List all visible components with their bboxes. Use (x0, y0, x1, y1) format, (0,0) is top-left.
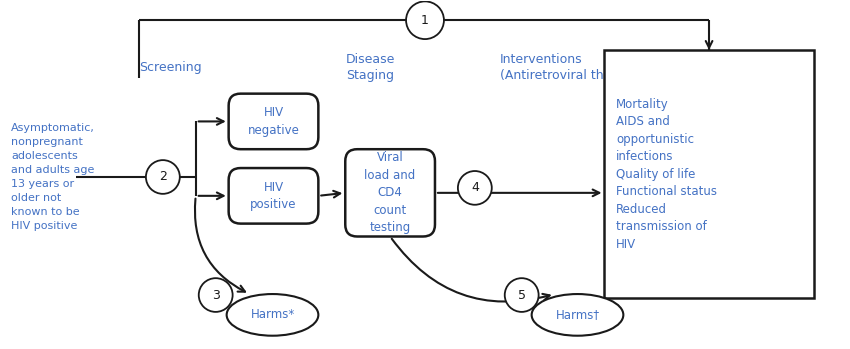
Circle shape (199, 278, 233, 312)
Text: Viral
load and
CD4
count
testing: Viral load and CD4 count testing (365, 151, 416, 234)
Text: 1: 1 (421, 14, 429, 27)
FancyBboxPatch shape (229, 168, 319, 224)
Text: 2: 2 (159, 170, 167, 184)
FancyBboxPatch shape (229, 94, 319, 149)
Circle shape (505, 278, 539, 312)
Bar (604, 50, 813, 298)
Text: Interventions
(Antiretroviral therapy): Interventions (Antiretroviral therapy) (500, 53, 644, 82)
Text: 3: 3 (212, 289, 219, 302)
Text: HIV
negative: HIV negative (247, 106, 299, 137)
Ellipse shape (531, 294, 623, 336)
FancyBboxPatch shape (345, 149, 435, 237)
Circle shape (146, 160, 180, 194)
Text: Harms†: Harms† (555, 309, 599, 321)
Text: Mortality
AIDS and
opportunistic
infections
Quality of life
Functional status
Re: Mortality AIDS and opportunistic infecti… (616, 97, 717, 251)
Text: Asymptomatic,
nonpregnant
adolescents
and adults age
13 years or
older not
known: Asymptomatic, nonpregnant adolescents an… (11, 123, 95, 231)
Circle shape (458, 171, 492, 205)
Text: Harms*: Harms* (251, 309, 295, 321)
Text: 5: 5 (518, 289, 525, 302)
Text: Disease
Staging: Disease Staging (345, 53, 395, 82)
Circle shape (406, 1, 444, 39)
Text: Screening: Screening (139, 61, 201, 74)
Ellipse shape (227, 294, 319, 336)
Text: 4: 4 (471, 181, 479, 194)
Text: HIV
positive: HIV positive (250, 180, 297, 211)
